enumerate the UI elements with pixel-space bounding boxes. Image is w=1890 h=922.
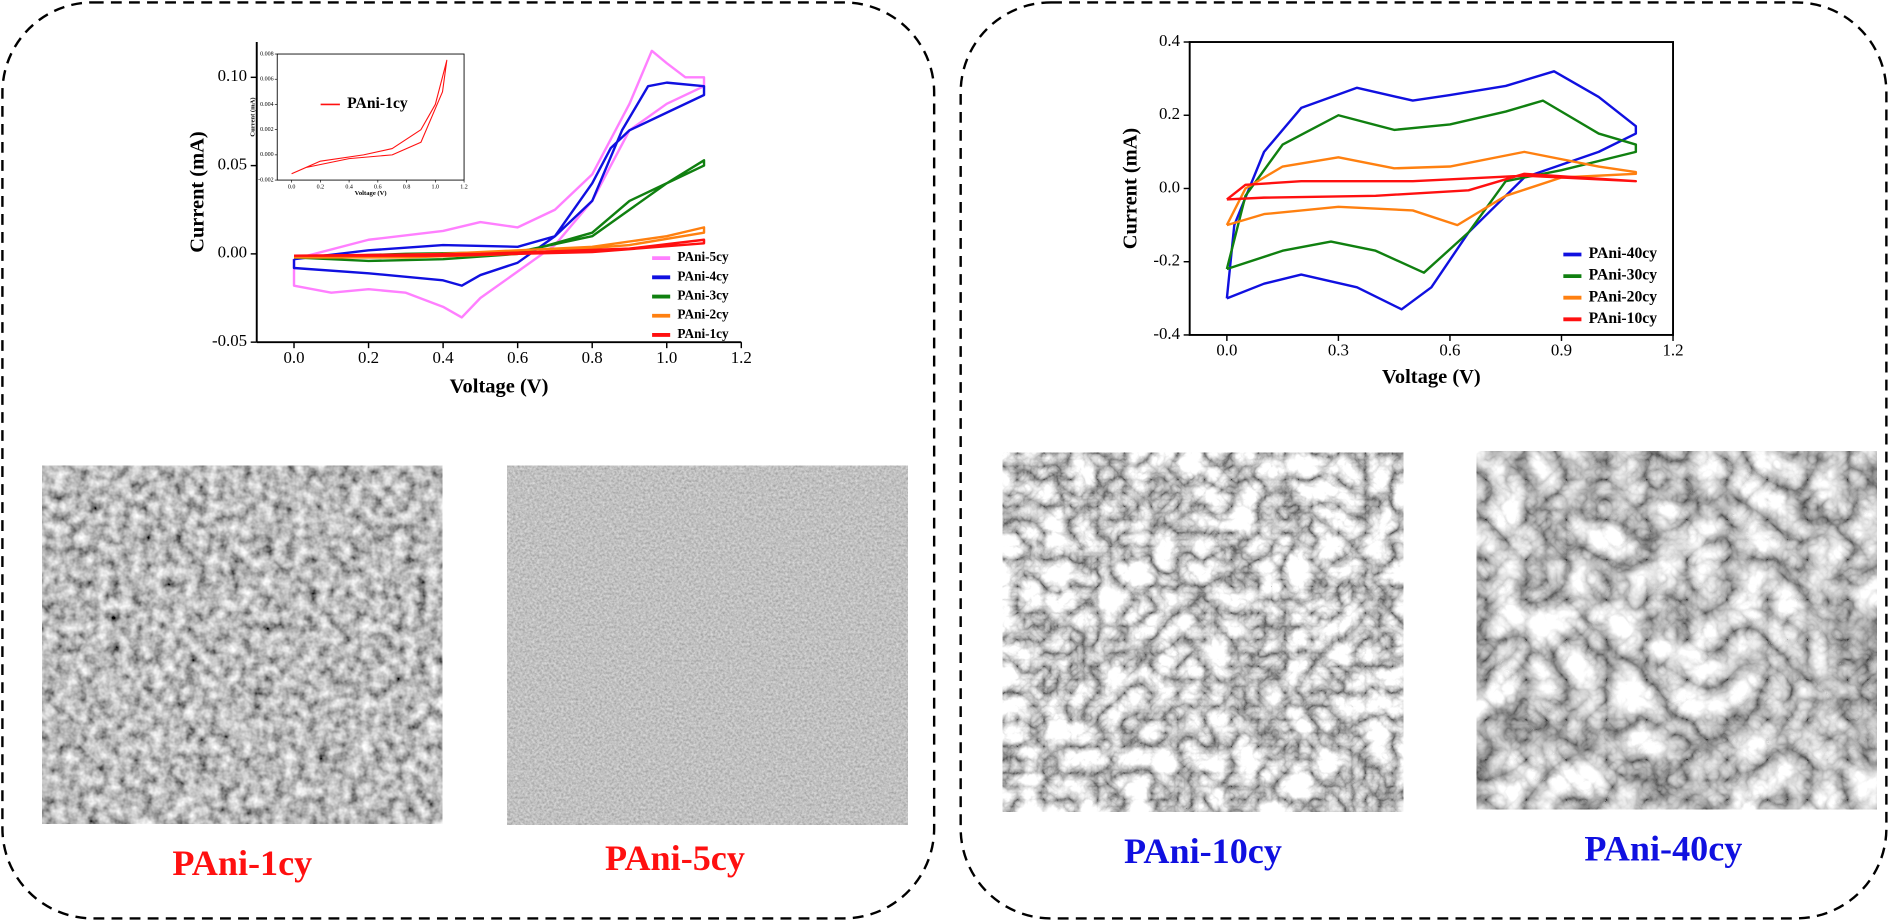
x-tick-label: 0.6 <box>507 348 528 367</box>
x-axis-label: Voltage (V) <box>355 190 387 197</box>
cv-curve <box>1225 70 1638 311</box>
y-tick-label: -0.4 <box>1153 324 1180 343</box>
sem-image <box>1476 451 1877 810</box>
legend-label: PAni-3cy <box>677 288 729 303</box>
x-tick-label: 1.0 <box>432 185 440 191</box>
x-tick-label: 0.0 <box>283 348 304 367</box>
y-tick-label: 0.002 <box>260 127 274 133</box>
y-tick-label: 0.004 <box>260 102 274 108</box>
cv-curve <box>1225 150 1638 227</box>
sem-image <box>1002 452 1404 812</box>
x-tick-label: 0.8 <box>403 185 411 191</box>
y-tick-label: 0.0 <box>1159 177 1180 196</box>
legend-label: PAni-1cy <box>677 326 729 341</box>
legend-label: PAni-1cy <box>347 95 408 112</box>
x-tick-label: 0.9 <box>1551 341 1572 360</box>
legend-label: PAni-4cy <box>677 268 729 283</box>
cv-curve <box>1226 172 1638 201</box>
y-tick-label: 0.4 <box>1159 31 1181 50</box>
y-tick-label: 0.000 <box>260 152 274 158</box>
x-tick-label: 1.2 <box>460 185 468 191</box>
plot-frame <box>276 53 465 181</box>
x-tick-label: 0.6 <box>374 185 382 191</box>
x-tick-label: 0.0 <box>1216 341 1237 360</box>
y-tick-label: 0.008 <box>260 51 274 57</box>
image-label: PAni-10cy <box>1124 831 1282 871</box>
x-tick-label: 0.2 <box>317 185 325 191</box>
sem-image <box>507 465 908 825</box>
y-tick-label: 0.2 <box>1159 104 1180 123</box>
y-tick-label: -0.002 <box>258 177 274 183</box>
y-tick-label: -0.2 <box>1153 251 1180 270</box>
x-tick-label: 0.4 <box>345 185 353 191</box>
x-tick-label: 0.6 <box>1439 341 1460 360</box>
x-tick-label: 0.8 <box>582 348 603 367</box>
y-axis-label: Current (mA) <box>1119 128 1141 249</box>
legend-label: PAni-5cy <box>677 249 729 264</box>
sem-image <box>42 465 443 824</box>
cv-curve <box>291 59 448 175</box>
y-tick-label: 0.10 <box>218 66 248 85</box>
image-label: PAni-1cy <box>172 843 312 883</box>
legend-label: PAni-2cy <box>677 307 729 322</box>
y-axis-label: Current (mA) <box>187 131 209 252</box>
y-tick-label: 0.00 <box>218 243 248 262</box>
legend-label: PAni-30cy <box>1589 267 1658 284</box>
x-tick-label: 1.2 <box>1662 341 1683 360</box>
cv-curve <box>292 49 706 319</box>
image-label: PAni-40cy <box>1584 829 1742 869</box>
legend-label: PAni-20cy <box>1589 288 1658 305</box>
cv-curve <box>293 159 706 263</box>
x-tick-label: 0.2 <box>358 348 379 367</box>
x-axis-label: Voltage (V) <box>450 375 549 397</box>
cv-curve <box>292 81 706 287</box>
image-label: PAni-5cy <box>605 838 745 878</box>
y-tick-label: -0.05 <box>212 331 247 350</box>
x-tick-label: 1.2 <box>731 348 752 367</box>
y-axis-label: Current (mA) <box>250 97 257 136</box>
x-tick-label: 0.3 <box>1328 341 1349 360</box>
y-tick-label: 0.006 <box>260 77 274 83</box>
legend-label: PAni-10cy <box>1589 310 1658 327</box>
x-tick-label: 0.4 <box>433 348 455 367</box>
legend-label: PAni-40cy <box>1589 245 1658 262</box>
x-tick-label: 0.0 <box>288 185 296 191</box>
x-axis-label: Voltage (V) <box>1382 366 1481 388</box>
cv-curve <box>294 238 706 257</box>
x-tick-label: 1.0 <box>656 348 677 367</box>
panel-frame <box>959 1 1888 920</box>
cv-curve <box>1225 99 1638 274</box>
y-tick-label: 0.05 <box>218 154 248 173</box>
